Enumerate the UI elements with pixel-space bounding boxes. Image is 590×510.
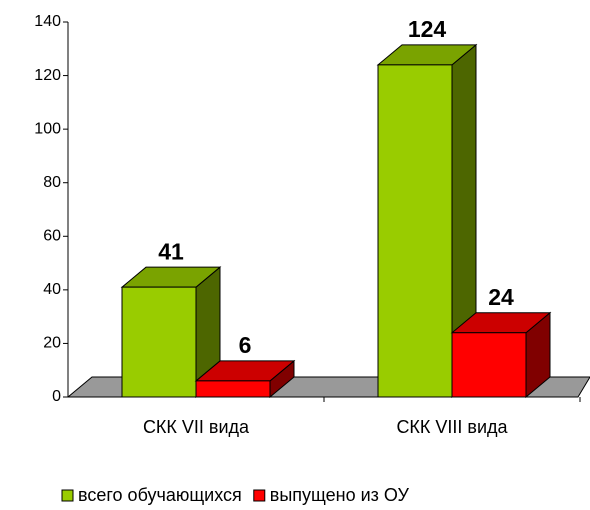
y-tick-label: 0 [52, 388, 61, 405]
bar-front [195, 380, 271, 398]
y-tick-label: 60 [43, 228, 61, 245]
x-tick-label: СКК VII вида [143, 417, 250, 437]
y-tick-label: 100 [34, 120, 61, 137]
legend-label: выпущено из ОУ [270, 485, 410, 505]
bar [450, 311, 552, 399]
bar [120, 266, 222, 399]
bar [194, 359, 296, 399]
y-tick-label: 80 [43, 174, 61, 191]
y-tick-label: 120 [34, 67, 61, 84]
y-tick-label: 40 [43, 281, 61, 298]
bar-front [377, 64, 453, 398]
bar-front [451, 332, 527, 398]
bar-front [121, 286, 197, 398]
bar [376, 43, 478, 399]
value-label: 24 [488, 284, 514, 310]
value-label: 124 [408, 16, 447, 42]
legend-swatch [253, 489, 266, 502]
legend-swatch [61, 489, 74, 502]
value-label: 41 [158, 238, 184, 264]
y-tick-label: 20 [43, 335, 61, 352]
x-tick-label: СКК VIII вида [396, 417, 508, 437]
y-tick-label: 140 [34, 13, 61, 30]
value-label: 6 [239, 332, 252, 358]
legend-label: всего обучающихся [78, 485, 242, 505]
